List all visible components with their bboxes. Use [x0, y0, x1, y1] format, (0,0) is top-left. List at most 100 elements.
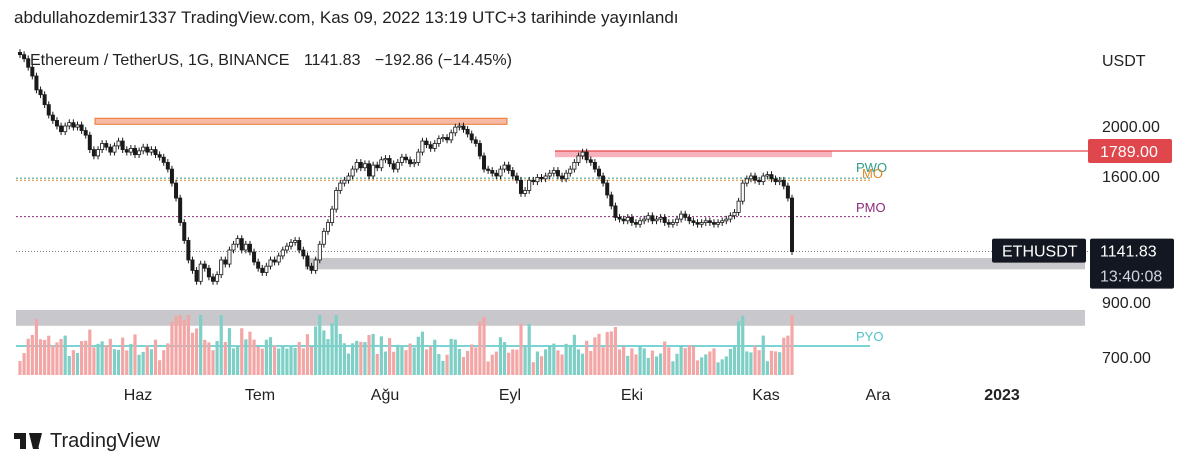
- volume-bar: [663, 341, 667, 375]
- volume-bar: [683, 348, 687, 375]
- candle-body: [703, 220, 708, 223]
- y-tick-label: 2000.00: [1102, 119, 1160, 136]
- axes-layer: USDT 700.00 900.00 1600.00 2000.00 1789.00 ETH…: [124, 53, 1174, 404]
- candle-body: [280, 249, 285, 257]
- volume-bar: [133, 334, 137, 375]
- symbol-tag-label: ETHUSDT: [1002, 244, 1078, 261]
- candle-body: [116, 140, 121, 147]
- candle-body: [379, 159, 384, 169]
- candle-body: [711, 222, 716, 225]
- volume-bar: [79, 341, 84, 375]
- candle-body: [239, 238, 244, 251]
- volume-bar: [502, 342, 507, 375]
- candle-body: [153, 149, 158, 156]
- volume-bar: [260, 348, 264, 375]
- volume-bar: [695, 360, 700, 375]
- volume-bar: [223, 342, 227, 375]
- candle-body: [650, 215, 655, 222]
- candle-body: [420, 140, 425, 153]
- candle-body: [564, 172, 569, 180]
- volume-bar: [490, 354, 494, 375]
- brand-name: TradingView: [50, 429, 161, 452]
- candle-body: [469, 133, 474, 141]
- volume-bar: [84, 340, 88, 375]
- volume-bar: [465, 350, 470, 375]
- volume-bar: [379, 336, 383, 375]
- volume-bar: [687, 344, 691, 375]
- candle-body: [457, 125, 462, 128]
- x-tick-label: Eyl: [499, 387, 521, 404]
- x-tick-label: 2023: [984, 387, 1020, 404]
- candle-body: [732, 212, 737, 217]
- volume-bar: [322, 330, 326, 375]
- candle-body: [535, 177, 540, 183]
- volume-bar: [30, 334, 34, 375]
- candle-body: [609, 194, 614, 207]
- volume-bar: [523, 346, 527, 375]
- candle-body: [276, 255, 281, 263]
- volume-bar: [309, 346, 314, 375]
- volume-bar: [589, 351, 593, 375]
- volume-bar: [158, 360, 162, 375]
- candle-body: [317, 243, 322, 261]
- volume-bar: [675, 353, 679, 375]
- candle-body: [260, 267, 265, 273]
- candle-body: [687, 217, 692, 222]
- x-tick-label: Kas: [752, 387, 780, 404]
- volume-bar: [737, 321, 741, 375]
- volume-bar: [194, 328, 199, 375]
- volume-bar: [318, 315, 322, 375]
- volume-bar: [396, 344, 400, 375]
- candle-body: [264, 265, 269, 273]
- zone-pink: [555, 150, 832, 158]
- candle-body: [219, 259, 224, 276]
- volume-bar: [716, 362, 720, 375]
- volume-bar: [18, 361, 22, 375]
- volume-bar: [420, 331, 425, 375]
- volume-bar: [297, 342, 301, 375]
- candle-body: [428, 144, 433, 149]
- volume-bar: [782, 337, 786, 375]
- candle-body: [666, 222, 671, 225]
- price-marker-label: 1789.00: [1100, 144, 1158, 161]
- volume-bar: [264, 339, 268, 375]
- y-tick-label: 700.00: [1102, 350, 1151, 367]
- candle-body: [247, 243, 252, 253]
- candle-body: [223, 259, 228, 265]
- volume-bar: [585, 340, 589, 375]
- candle-body: [482, 155, 487, 170]
- y-axis-unit-label: USDT: [1102, 53, 1146, 70]
- candle-body: [157, 154, 162, 158]
- candle-body: [576, 155, 581, 163]
- volume-bar: [63, 335, 67, 375]
- candle-body: [124, 149, 129, 153]
- candle-body: [473, 139, 478, 144]
- volume-bar: [531, 362, 535, 375]
- candle-body: [728, 215, 733, 220]
- volume-bar: [145, 345, 149, 375]
- candle-body: [202, 263, 207, 269]
- candle-body: [87, 134, 92, 151]
- candle-body: [383, 158, 388, 161]
- volume-bar: [757, 350, 761, 375]
- legend-symbol: Ethereum / TetherUS, 1G, BINANCE: [30, 52, 290, 69]
- candle-body: [597, 168, 602, 177]
- last-price-tag: [1090, 238, 1174, 289]
- volume-bar: [334, 315, 338, 375]
- volume-bar: [609, 331, 613, 375]
- volume-bar: [203, 339, 207, 375]
- volume-bar: [548, 346, 552, 375]
- candle-body: [235, 238, 240, 245]
- candle-body: [178, 197, 183, 223]
- legend-change: −192.86 (−14.45%): [374, 52, 512, 69]
- volume-bar: [654, 356, 659, 375]
- volume-bar: [47, 335, 51, 375]
- volume-bar: [486, 361, 490, 375]
- volume-bar: [22, 353, 26, 375]
- candle-body: [453, 126, 458, 134]
- symbol-tag: [992, 238, 1086, 263]
- candle-body: [362, 163, 367, 169]
- volume-bar: [305, 334, 310, 375]
- candle-body: [54, 120, 59, 127]
